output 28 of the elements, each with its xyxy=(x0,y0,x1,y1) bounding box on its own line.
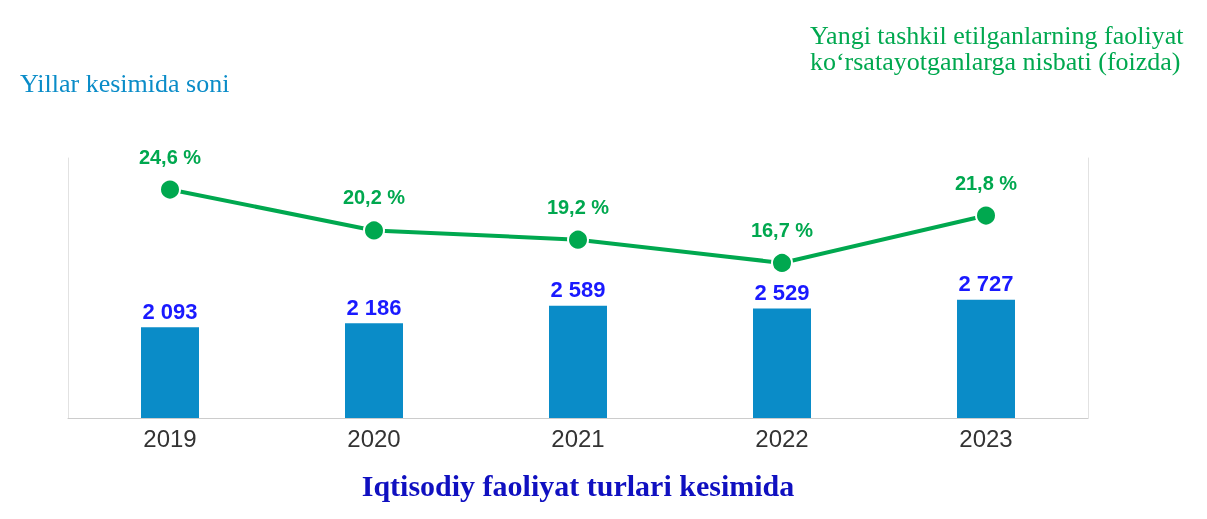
point xyxy=(771,251,793,274)
bar xyxy=(141,327,199,418)
data-label: 2 093 xyxy=(142,298,198,324)
point xyxy=(363,219,385,242)
bar xyxy=(957,299,1015,418)
bar xyxy=(549,305,607,418)
data-label: 2 529 xyxy=(754,279,810,305)
data-label: 2 589 xyxy=(550,277,606,303)
text: Yangi tashkil etilganlarning faoliyat ko‘rsatayotganlarga nisbati (foizda) xyxy=(809,20,1191,76)
data-label: 19,2 % xyxy=(546,195,610,218)
point xyxy=(567,228,589,251)
text: Yillar kesimida soni xyxy=(20,68,230,98)
point xyxy=(975,204,997,227)
data-label: 2 727 xyxy=(958,271,1014,297)
x-axis-title: Iqtisodiy faoliyat turlari kesimida xyxy=(361,468,795,502)
bar xyxy=(753,308,811,418)
data-label: 16,7 % xyxy=(750,218,814,241)
x-tick-label: 2020 xyxy=(347,424,401,452)
x-tick-label: 2022 xyxy=(755,424,809,452)
bar xyxy=(345,323,403,418)
point xyxy=(159,178,181,201)
x-tick-label: 2023 xyxy=(959,424,1013,452)
data-label: 24,6 % xyxy=(138,145,202,168)
data-label: 2 186 xyxy=(346,294,402,320)
x-tick-label: 2019 xyxy=(143,424,197,452)
x-tick-label: 2021 xyxy=(551,424,605,452)
data-label: 20,2 % xyxy=(342,186,406,209)
data-label: 21,8 % xyxy=(954,171,1018,194)
